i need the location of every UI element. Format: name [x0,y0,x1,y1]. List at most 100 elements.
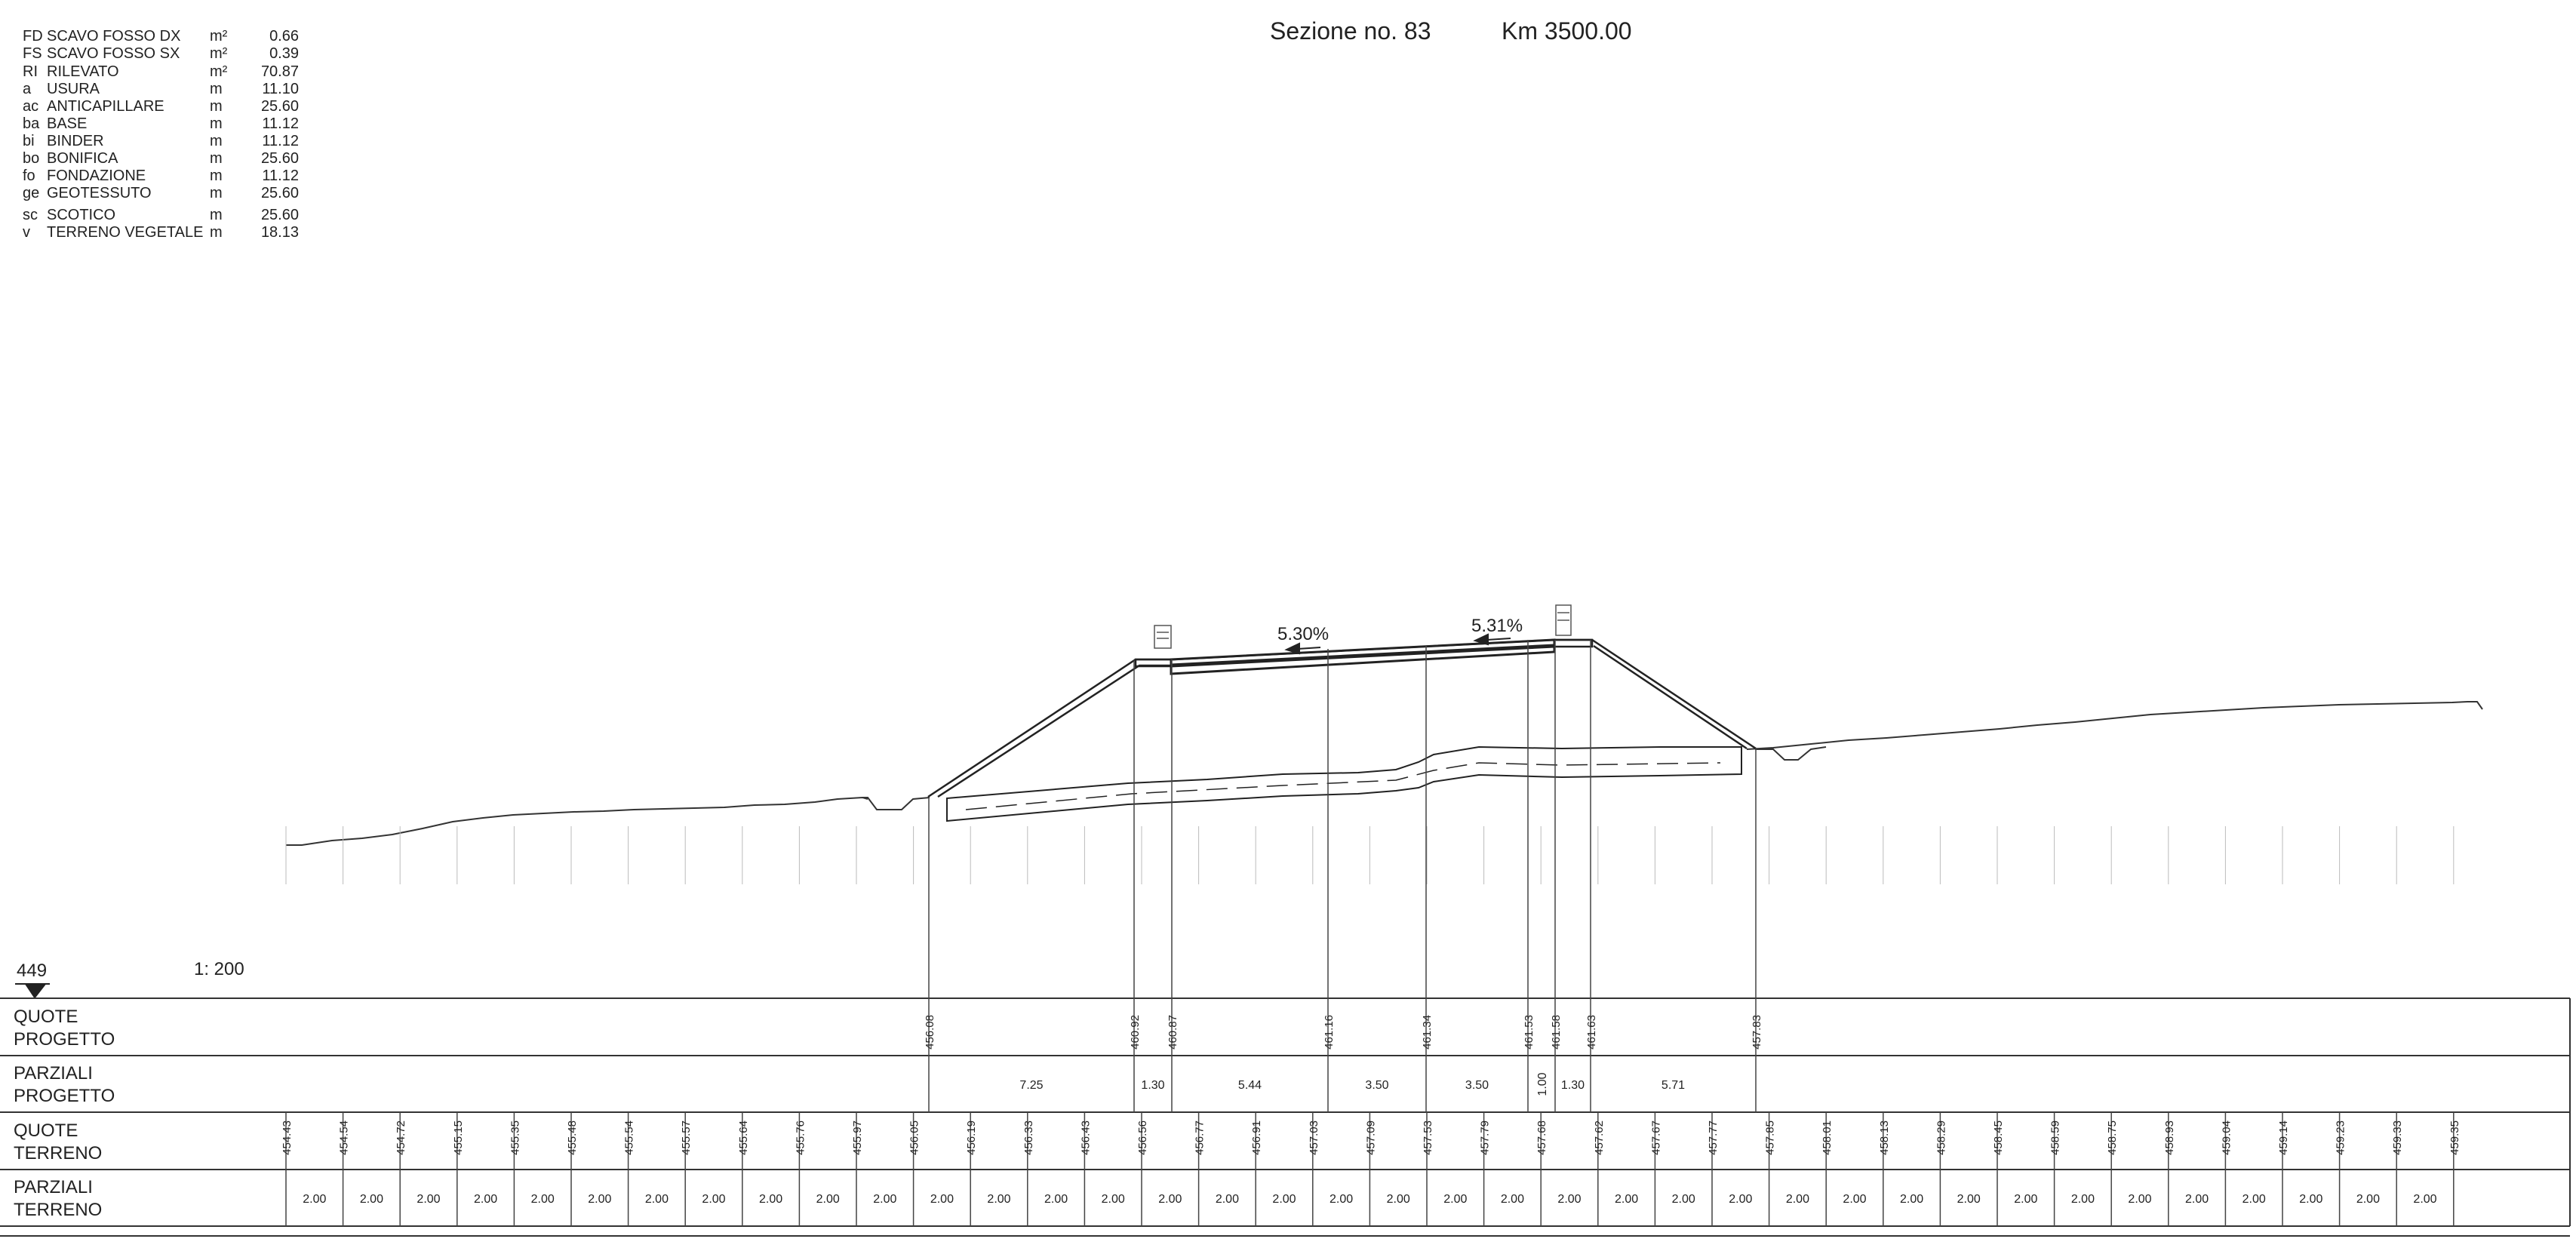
terrain-elevation: 457.68 [1535,1120,1548,1155]
terrain-elevation: 457.85 [1764,1120,1777,1155]
terrain-partial: 2.00 [1443,1193,1467,1206]
legend-name: SCAVO FOSSO DX [47,28,180,45]
project-elevation: 460.87 [1167,1015,1179,1050]
legend-name: RILEVATO [47,63,119,80]
terrain-partial: 2.00 [2299,1193,2322,1206]
terrain-partial: 2.00 [816,1193,840,1206]
legend-value: 11.12 [262,115,299,132]
legend-code: ac [23,98,38,115]
terrain-partial: 2.00 [1272,1193,1296,1206]
terrain-partial: 2.00 [1387,1193,1410,1206]
row-title-parziali-progetto-2: PROGETTO [14,1086,115,1106]
legend-code: a [23,81,32,97]
project-elevation: 461.16 [1323,1015,1336,1050]
terrain-elevation: 456.19 [965,1120,978,1155]
terrain-partial: 2.00 [2071,1193,2095,1206]
datum-triangle-icon [15,983,50,999]
legend-unit: m [210,81,223,97]
terrain-partial: 2.00 [474,1193,497,1206]
terrain-elevation: 458.93 [2163,1120,2176,1155]
legend-unit: m [210,98,223,115]
terrain-partial: 2.00 [1557,1193,1581,1206]
terrain-partial: 2.00 [2356,1193,2380,1206]
legend-code: sc [23,207,38,223]
terrain-elevation: 457.67 [1649,1120,1662,1155]
row-title-parziali-progetto-1: PARZIALI [14,1063,93,1084]
terrain-elevation: 458.13 [1878,1120,1891,1155]
legend-value: 25.60 [261,150,299,167]
terrain-elevation: 455.57 [680,1120,693,1155]
terrain-partial-distances: 2.00 2.00 2.00 2.00 2.00 2.00 2.00 2.00 2.00 2.00… [303,1193,2436,1206]
terrain-elevation: 456.05 [908,1120,921,1155]
terrain-partial: 2.00 [1957,1193,1981,1206]
terrain-partial: 2.00 [759,1193,782,1206]
legend-unit: m [210,150,223,167]
legend-code: FS [23,45,42,62]
terrain-elevation: 458.29 [1935,1120,1947,1155]
legend-unit: m [210,207,223,223]
project-partial-distances: 7.25 1.30 5.44 3.50 3.50 1.00 1.30 5.71 [1019,1072,1685,1096]
terrain-elevation: 457.09 [1364,1120,1377,1155]
terrain-partial: 2.00 [1672,1193,1695,1206]
project-elevation: 460.92 [1129,1015,1142,1050]
terrain-partial: 2.00 [360,1193,383,1206]
terrain-partial: 2.00 [1329,1193,1353,1206]
terrain-elevation: 455.64 [737,1120,750,1155]
project-elevation: 461.53 [1523,1015,1535,1050]
terrain-partial: 2.00 [645,1193,669,1206]
slope-left-arrow-icon [1284,642,1321,655]
legend-unit: m [210,224,223,241]
project-elevation: 461.34 [1421,1015,1434,1050]
legend-value: 0.39 [269,45,299,62]
legend-value: 25.60 [261,207,299,223]
legend-code: bi [23,133,35,149]
legend-unit: m² [210,45,228,62]
terrain-partial: 2.00 [1615,1193,1638,1206]
project-partial: 5.44 [1238,1079,1262,1092]
terrain-elevation: 454.54 [338,1120,351,1155]
row-title-quote-terreno-1: QUOTE [14,1120,78,1141]
embankment-body [927,638,1757,822]
project-partial: 3.50 [1365,1079,1388,1092]
terrain-elevation: 454.72 [395,1120,407,1155]
terrain-partial: 2.00 [1158,1193,1182,1206]
terrain-elevation: 458.59 [2049,1120,2062,1155]
terrain-elevation: 456.33 [1022,1120,1035,1155]
terrain-station-ticks [285,826,2455,884]
terrain-elevation: 457.53 [1422,1120,1434,1155]
terrain-elevation: 458.01 [1821,1120,1834,1155]
terrain-profile [286,701,2483,846]
terrain-partial: 2.00 [1216,1193,1239,1206]
terrain-elevation: 459.04 [2220,1120,2233,1155]
terrain-elevation: 455.54 [623,1120,636,1155]
slope-left-label: 5.30% [1277,624,1329,644]
terrain-partial: 2.00 [987,1193,1010,1206]
terrain-elevation-labels: 454.43 454.54 454.72 455.15 455.35 455.48 455.… [281,1120,2461,1155]
legend-value: 25.60 [261,98,299,115]
terrain-elevation: 455.97 [851,1120,864,1155]
legend-unit: m [210,115,223,132]
project-elevation: 461.58 [1550,1015,1563,1050]
terrain-elevation: 459.35 [2448,1120,2461,1155]
terrain-elevation: 455.15 [452,1120,465,1155]
terrain-elevation: 457.79 [1479,1120,1492,1155]
terrain-partial: 2.00 [702,1193,725,1206]
project-partial: 3.50 [1465,1079,1489,1092]
terrain-elevation: 459.23 [2335,1120,2347,1155]
terrain-elevation: 459.33 [2391,1120,2404,1155]
terrain-partial: 2.00 [1900,1193,1923,1206]
terrain-partial: 2.00 [588,1193,611,1206]
terrain-elevation: 457.77 [1707,1120,1720,1155]
project-elevation-labels: 456.08 460.92 460.87 461.16 461.34 461.53 461.… [924,1015,1763,1050]
terrain-elevation: 455.76 [794,1120,807,1155]
terrain-elevation: 455.48 [566,1120,579,1155]
terrain-partial: 2.00 [2413,1193,2436,1206]
project-elevation: 457.83 [1751,1015,1763,1050]
terrain-partial: 2.00 [417,1193,440,1206]
section-title: Sezione no. 83 [1270,17,1431,45]
terrain-elevation: 456.43 [1079,1120,1092,1155]
legend-value: 11.10 [262,81,299,97]
terrain-partial: 2.00 [1843,1193,1866,1206]
terrain-partial: 2.00 [1501,1193,1524,1206]
terrain-table-lines [285,1112,2455,1226]
